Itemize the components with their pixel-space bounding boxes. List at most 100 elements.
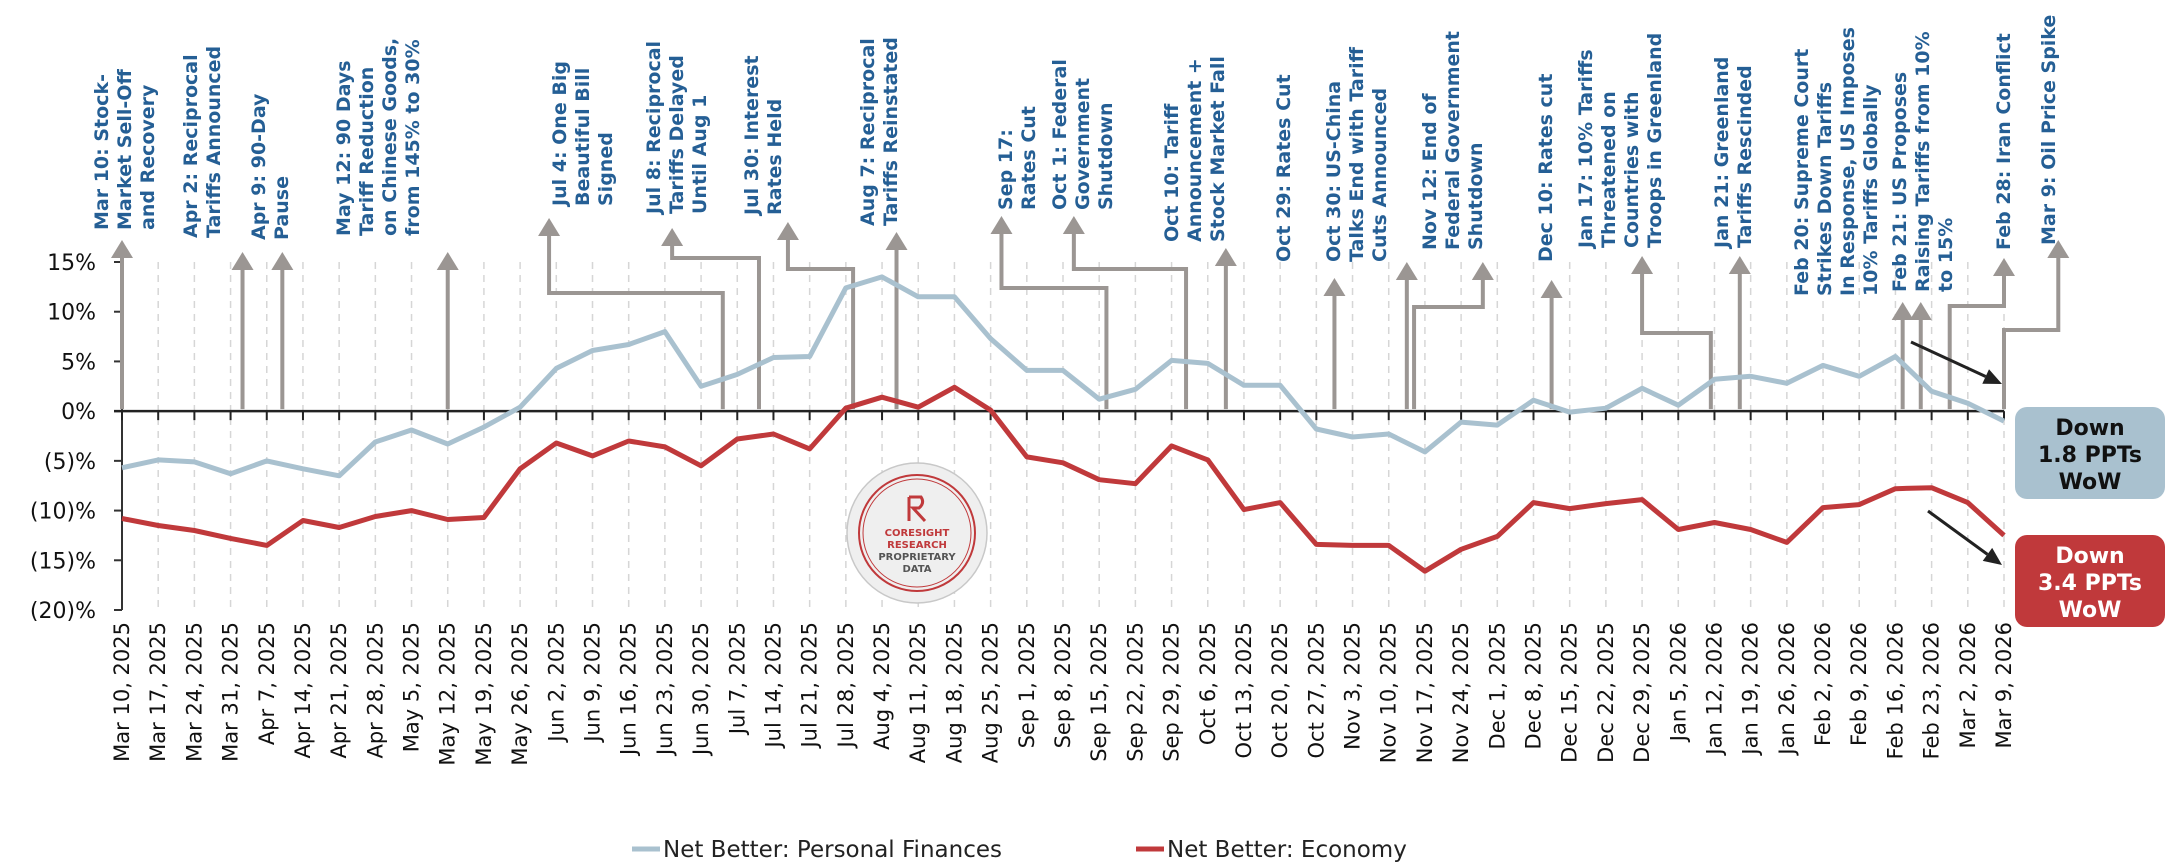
event-connector <box>547 234 725 410</box>
event-arrow <box>1062 216 1189 410</box>
watermark-outer-circle <box>846 462 988 604</box>
event-label-line: Oct 29: Rates Cut <box>1273 74 1295 262</box>
event-label-line: Sep 17: <box>995 129 1017 210</box>
coresight-logo-icon <box>907 495 927 523</box>
event-label-line: to 15% <box>1935 218 1957 292</box>
event-label-line: Strikes Down Tariffs <box>1814 82 1836 296</box>
x-tick-label: Jul 7, 2025 <box>725 622 749 736</box>
callout-text-line: Down <box>2055 544 2124 569</box>
y-tick-label: 0% <box>61 400 96 425</box>
x-tick-label: Dec 22, 2025 <box>1594 622 1618 763</box>
event-arrow <box>231 252 254 410</box>
x-tick-label: May 5, 2025 <box>400 622 424 752</box>
arrowhead-icon <box>776 222 799 240</box>
x-tick-label: Mar 9, 2026 <box>1992 622 2016 748</box>
x-tick-label: Mar 24, 2025 <box>182 622 206 762</box>
arrowhead-icon <box>1909 302 1932 320</box>
x-tick-label: Oct 20, 2025 <box>1268 622 1292 759</box>
callout-box <box>2015 407 2165 499</box>
event-label-line: Shutdown <box>1465 142 1487 250</box>
x-tick-label: Nov 24, 2025 <box>1449 622 1473 763</box>
x-tick-label: Aug 25, 2025 <box>979 622 1003 763</box>
event-label-line: Tariffs Delayed <box>666 55 688 214</box>
event-connector <box>670 244 761 410</box>
event-arrow <box>436 252 459 410</box>
event-label-line: Dec 10: Rates cut <box>1535 74 1557 262</box>
x-tick-label: Feb 23, 2026 <box>1920 622 1944 759</box>
x-tick-label: Feb 9, 2026 <box>1847 622 1871 746</box>
arrow-down-right-icon <box>1982 369 2002 384</box>
event-label-line: Mar 9: Oil Price Spike <box>2038 15 2060 245</box>
arrowhead-icon <box>271 252 294 270</box>
event-label: Mar 10: Stock- Market Sell-Off and Recover… <box>91 69 159 230</box>
event-connector <box>999 232 1109 410</box>
x-tick-label: May 12, 2025 <box>436 622 460 766</box>
event-label-line: Talks End with Tariff <box>1346 46 1368 262</box>
event-label: Apr 9: 90-Day Pause <box>248 93 293 240</box>
x-tick-label: Jun 30, 2025 <box>689 622 713 757</box>
x-tick-label: Jan 12, 2026 <box>1702 622 1726 757</box>
watermark-text: CORESIGHT <box>885 528 950 539</box>
legend: Net Better: Personal Finances Net Better:… <box>632 837 1407 863</box>
event-arrow <box>1395 262 1418 410</box>
x-tick-label: Jul 14, 2025 <box>761 622 785 750</box>
event-label: Oct 10: Tariff Announcement + Stock Market… <box>1161 56 1229 242</box>
event-label-line: Nov 12: End of <box>1419 93 1441 250</box>
trend-arrow-shaft <box>1910 340 1987 378</box>
x-tick-label: Sep 15, 2025 <box>1087 622 1111 762</box>
x-tick-label: Jun 2, 2025 <box>544 622 568 744</box>
event-label-line: Mar 10: Stock- <box>91 74 113 230</box>
x-tick-label: Jun 23, 2025 <box>653 622 677 757</box>
event-label-line: Beautiful Bill <box>572 68 594 206</box>
legend-item: Net Better: Economy <box>1136 837 1407 863</box>
callout-text-line: 1.8 PPTs <box>2038 443 2142 468</box>
event-arrow <box>271 252 294 410</box>
event-arrow <box>1728 256 1751 410</box>
event-arrow <box>1412 262 1494 410</box>
x-tick-label: Mar 2, 2026 <box>1956 622 1980 748</box>
event-arrow <box>2002 240 2070 410</box>
event-label-line: Cuts Announced <box>1369 88 1391 262</box>
event-label: Jul 30: Interest Rates Held <box>741 55 786 217</box>
trend-arrow <box>1910 340 2002 384</box>
event-label-line: Apr 2: Reciprocal <box>180 54 202 238</box>
event-label: Dec 10: Rates cut <box>1535 74 1557 262</box>
y-tick-label: (15)% <box>30 549 96 574</box>
event-label: Jul 8: Reciprocal Tariffs Delayed Until Au… <box>643 41 711 216</box>
arrowhead-icon <box>1993 258 2015 276</box>
watermark-text: PROPRIETARY <box>878 552 956 563</box>
x-tick-label: Sep 22, 2025 <box>1123 622 1147 762</box>
arrowhead-icon <box>1323 278 1346 296</box>
watermark-text: RESEARCH <box>887 540 947 551</box>
event-label-line: Raising Tariffs from 10% <box>1912 31 1934 292</box>
event-label-line: Feb 21: US Proposes <box>1889 72 1911 292</box>
event-label: Feb 21: US Proposes Raising Tariffs from … <box>1889 31 1957 292</box>
event-arrow <box>776 222 856 410</box>
arrowhead-icon <box>436 252 459 270</box>
y-tick-label: 15% <box>47 251 96 276</box>
event-connector <box>1947 274 2006 410</box>
x-tick-label: Aug 18, 2025 <box>942 622 966 763</box>
x-tick-label: Dec 1, 2025 <box>1485 622 1509 749</box>
x-tick-label: Apr 14, 2025 <box>291 622 315 759</box>
x-tick-label: Jan 5, 2026 <box>1666 622 1690 743</box>
event-label-line: Jan 17: 10% Tariffs <box>1575 49 1597 250</box>
x-tick-label: Jun 16, 2025 <box>617 622 641 757</box>
event-label-line: on Chinese Goods, <box>379 38 401 236</box>
x-tick-label: May 26, 2025 <box>508 622 532 766</box>
arrowhead-icon <box>1062 216 1085 234</box>
x-tick-label: Apr 28, 2025 <box>363 622 387 759</box>
event-label: Feb 28: Iran Conflict <box>1993 33 2015 250</box>
event-label-line: Tariffs Announced <box>203 46 225 238</box>
event-label-line: Oct 10: Tariff <box>1161 103 1183 242</box>
event-label-line: Government <box>1072 78 1094 210</box>
x-tick-label: Jul 28, 2025 <box>834 622 858 750</box>
event-label: Nov 12: End of Federal Government Shutdown <box>1419 31 1487 250</box>
event-label-line: 10% Tariffs Globally <box>1860 84 1882 296</box>
x-tick-label: Oct 6, 2025 <box>1196 622 1220 745</box>
event-label-line: Jan 21: Greenland <box>1711 57 1733 250</box>
arrowhead-icon <box>1540 280 1563 298</box>
callout-text-line: WoW <box>2059 598 2122 623</box>
event-label-line: Oct 30: US-China <box>1323 81 1345 262</box>
